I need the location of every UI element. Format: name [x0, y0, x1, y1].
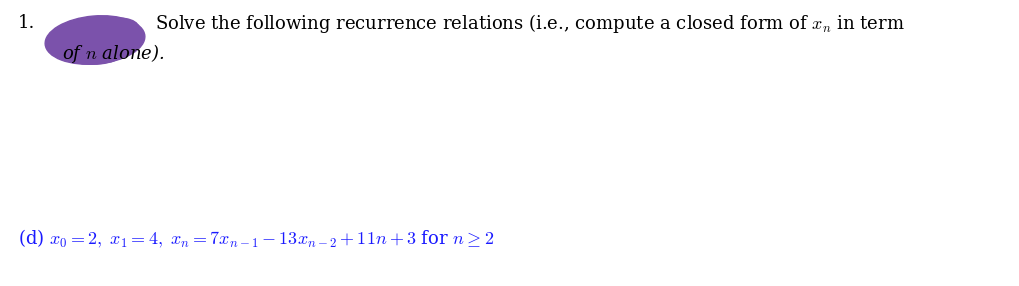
Text: (d) $x_0 = 2,\ x_1 = 4,\ x_n = 7x_{n-1} - 13x_{n-2} + 11n + 3$ for $n \geq 2$: (d) $x_0 = 2,\ x_1 = 4,\ x_n = 7x_{n-1} … — [18, 228, 493, 250]
Text: of $n$ alone).: of $n$ alone). — [62, 42, 164, 65]
Text: 1.: 1. — [18, 14, 36, 32]
Ellipse shape — [71, 18, 139, 54]
Ellipse shape — [45, 16, 145, 64]
Text: Solve the following recurrence relations (i.e., compute a closed form of $x_n$ i: Solve the following recurrence relations… — [155, 12, 904, 35]
Ellipse shape — [47, 26, 126, 64]
